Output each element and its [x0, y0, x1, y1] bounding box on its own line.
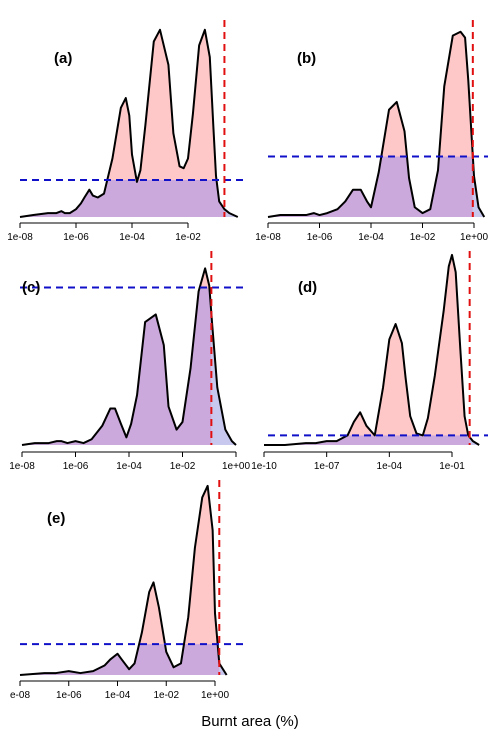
fill-below-threshold	[264, 435, 470, 445]
x-tick-label: 1e+00	[460, 232, 489, 243]
x-tick-label: 1e-04	[116, 461, 142, 472]
density-line	[21, 267, 237, 446]
x-tick-label: 1e-07	[314, 461, 340, 472]
x-tick-label: 1e-04	[119, 232, 145, 243]
x-tick-label: 1e-01	[439, 461, 465, 472]
fill-below-threshold	[20, 644, 220, 675]
x-tick-label: 1e-02	[175, 232, 201, 243]
x-tick-label: 1e-02	[410, 232, 436, 243]
density-fill	[264, 254, 480, 445]
density-line	[19, 28, 239, 218]
panel-label: (d)	[298, 279, 317, 296]
x-tick-label: 1e-08	[9, 461, 35, 472]
x-axis: e-08 1e-06 1e-04 1e-02 1e+00	[10, 680, 230, 701]
x-tick-label: 1e-08	[255, 232, 281, 243]
panel-a: 1e-08 1e-06 1e-04 1e-02 (a)	[7, 20, 246, 243]
panel-d: 1e-10 1e-07 1e-04 1e-01 (d)	[251, 251, 488, 472]
x-tick-label: 1e-06	[63, 461, 89, 472]
density-fill	[20, 485, 227, 675]
panel-e: e-08 1e-06 1e-04 1e-02 1e+00 (e)	[10, 480, 246, 701]
fill-below-threshold	[20, 179, 225, 217]
panel-b: 1e-08 1e-06 1e-04 1e-02 1e+00 (b)	[255, 20, 489, 243]
density-fill	[20, 29, 238, 217]
density-line	[267, 30, 486, 218]
x-tick-label: 1e-02	[170, 461, 196, 472]
x-tick-label: 1e-04	[358, 232, 384, 243]
fill-above-threshold	[264, 254, 480, 445]
x-axis: 1e-10 1e-07 1e-04 1e-01	[251, 451, 465, 472]
x-tick-label: 1e-06	[56, 690, 82, 701]
panel-label: (b)	[297, 50, 316, 67]
x-tick-label: 1e-04	[377, 461, 403, 472]
x-axis: 1e-08 1e-06 1e-04 1e-02 1e+00	[9, 451, 251, 472]
fill-below-threshold	[268, 156, 473, 217]
panel-label: (a)	[54, 50, 72, 67]
x-tick-label: 1e-06	[307, 232, 333, 243]
x-tick-label: 1e+00	[222, 461, 251, 472]
x-tick-label: 1e-08	[7, 232, 33, 243]
x-axis-title: Burnt area (%)	[201, 713, 299, 730]
density-line	[19, 484, 228, 676]
panel-c: 1e-08 1e-06 1e-04 1e-02 1e+00 (c)	[9, 251, 251, 472]
panel-label: (c)	[22, 279, 40, 296]
x-tick-label: 1e-02	[153, 690, 179, 701]
panel-label: (e)	[47, 510, 65, 527]
x-tick-label: 1e-10	[251, 461, 277, 472]
density-line	[264, 253, 480, 446]
x-tick-label: 1e+00	[201, 690, 230, 701]
density-fill	[268, 31, 485, 217]
x-axis: 1e-08 1e-06 1e-04 1e-02 1e+00	[255, 222, 489, 243]
fill-above-threshold	[20, 485, 227, 675]
x-axis: 1e-08 1e-06 1e-04 1e-02	[7, 222, 201, 243]
panels: 1e-08 1e-06 1e-04 1e-02(a)1e-08 1e-06 1e-04 1e…	[7, 20, 489, 701]
x-tick-label: 1e-06	[63, 232, 89, 243]
x-tick-label: e-08	[10, 690, 30, 701]
x-tick-label: 1e-04	[105, 690, 131, 701]
